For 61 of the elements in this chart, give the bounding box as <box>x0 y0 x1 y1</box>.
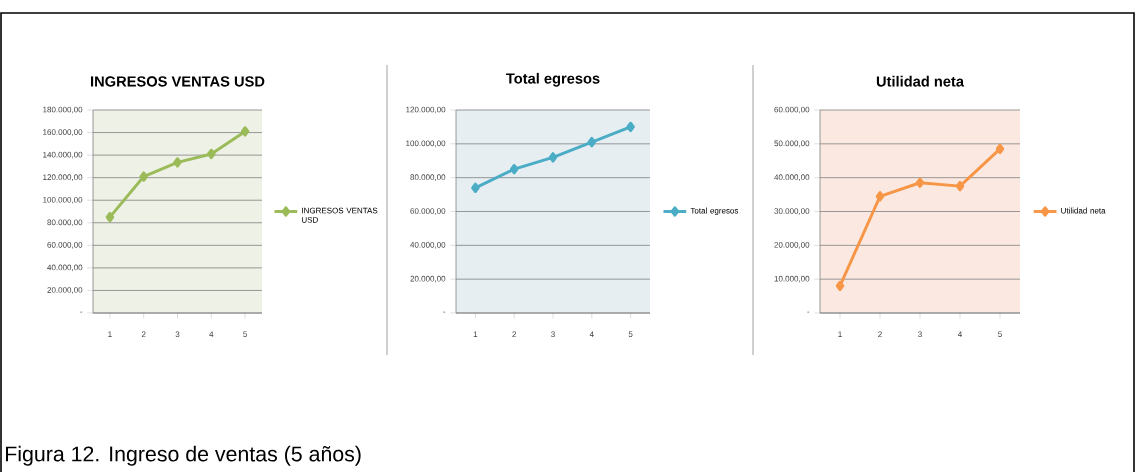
point <box>240 126 250 137</box>
y-tick-label: 120.000,00 <box>406 106 446 114</box>
x-tick-label: 2 <box>141 331 146 337</box>
y-tick-label: 80.000,00 <box>410 174 446 181</box>
point <box>105 211 115 223</box>
point <box>548 152 558 163</box>
x-tick-label: 1 <box>838 331 842 337</box>
y-tick-label: 180.000,00 <box>43 106 83 114</box>
point <box>835 280 845 292</box>
legend-label: INGRESOS VENTAS USD <box>302 207 378 223</box>
point <box>173 157 182 168</box>
x-tick-label: 4 <box>589 331 594 337</box>
point <box>626 121 635 133</box>
point <box>509 164 519 175</box>
y-tick-label: 60.000,00 <box>774 106 810 114</box>
y-tick-label: - <box>80 311 83 313</box>
y-tick-label: 40.000,00 <box>774 174 810 181</box>
y-tick-label: 40.000,00 <box>47 264 83 272</box>
point <box>207 148 216 160</box>
y-tick-label: 60.000,00 <box>47 242 83 249</box>
x-tick-label: 3 <box>175 331 180 338</box>
y-tick-label: - <box>807 311 810 313</box>
y-tick-label: 80.000,00 <box>47 219 83 227</box>
y-tick-label: 60.000,00 <box>410 208 446 215</box>
x-tick-label: 1 <box>473 331 478 337</box>
chart-title: Total egresos <box>506 72 600 87</box>
x-tick-label: 1 <box>108 331 112 337</box>
y-tick-label: 20.000,00 <box>47 287 83 294</box>
y-tick-label: 30.000,00 <box>774 208 810 215</box>
y-tick-label: 50.000,00 <box>774 140 810 148</box>
y-tick-label: - <box>443 311 446 313</box>
point <box>471 182 480 194</box>
y-tick-label: 20.000,00 <box>774 242 810 249</box>
x-tick-label: 2 <box>878 331 882 337</box>
point <box>955 180 965 192</box>
point <box>915 177 925 188</box>
point <box>587 136 597 148</box>
x-tick-label: 4 <box>957 331 962 337</box>
point <box>995 143 1005 155</box>
y-tick-label: 20.000,00 <box>410 275 446 283</box>
legend-label: Utilidad neta <box>1061 207 1106 214</box>
point <box>875 191 885 202</box>
x-tick-label: 3 <box>918 331 922 338</box>
y-tick-label: 100.000,00 <box>406 140 446 148</box>
text: Figura 12. Ingreso de ventas (5 años) <box>6 445 361 466</box>
x-tick-label: 5 <box>243 331 247 337</box>
chart-title: Utilidad neta <box>876 75 965 87</box>
y-tick-label: 160.000,00 <box>43 129 83 136</box>
y-tick-label: 140.000,00 <box>43 151 83 159</box>
y-tick-label: 40.000,00 <box>410 242 446 249</box>
y-tick-label: 10.000,00 <box>774 275 810 283</box>
point <box>139 171 148 182</box>
x-tick-label: 5 <box>628 331 633 337</box>
chart-title: INGRESOS VENTAS USD <box>91 76 265 87</box>
x-tick-label: 2 <box>512 331 517 337</box>
y-tick-label: 100.000,00 <box>43 196 83 204</box>
x-tick-label: 5 <box>998 331 1002 337</box>
x-tick-label: 4 <box>209 331 214 337</box>
x-tick-label: 3 <box>551 331 555 338</box>
legend-label: Total egresos <box>690 207 739 216</box>
y-tick-label: 120.000,00 <box>43 174 83 181</box>
